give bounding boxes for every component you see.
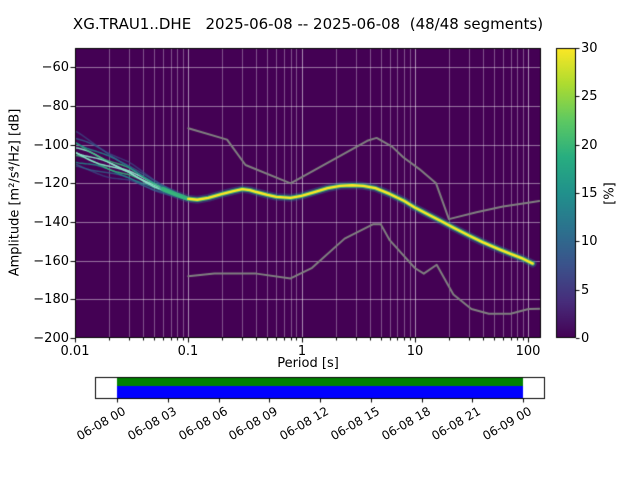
colorbar-tick-label: 30 xyxy=(581,41,598,56)
y-tick-label: −120 xyxy=(33,176,69,191)
y-tick-label: −140 xyxy=(33,215,69,230)
colorbar-tick-label: 25 xyxy=(581,89,598,104)
x-tick-label: 10 xyxy=(406,344,424,359)
x-tick-label: 100 xyxy=(515,344,541,359)
plot-title: XG.TRAU1..DHE 2025-06-08 -- 2025-06-08 (… xyxy=(72,15,544,33)
colorbar-tick-label: 10 xyxy=(581,234,598,249)
colorbar-tick-label: 5 xyxy=(581,283,590,298)
y-tick-label: −100 xyxy=(33,138,69,153)
colorbar-tick-label: 0 xyxy=(581,331,590,346)
x-tick-label: 0.1 xyxy=(177,344,199,359)
x-tick-label: 0.01 xyxy=(60,344,90,359)
colorbar-tick-label: 20 xyxy=(581,138,598,153)
x-tick-label: 1 xyxy=(297,344,307,359)
colorbar-label: [%] xyxy=(602,182,618,205)
y-tick-label: −80 xyxy=(41,99,69,114)
y-tick-label: −160 xyxy=(33,254,69,269)
y-tick-label: −180 xyxy=(33,292,69,307)
y-tick-label: −200 xyxy=(33,331,69,346)
y-axis-label: Amplitude [m²/s⁴/Hz] [dB] xyxy=(7,108,23,277)
colorbar-tick-label: 15 xyxy=(581,186,598,201)
x-axis-label: Period [s] xyxy=(277,356,339,371)
y-tick-label: −60 xyxy=(41,60,69,75)
